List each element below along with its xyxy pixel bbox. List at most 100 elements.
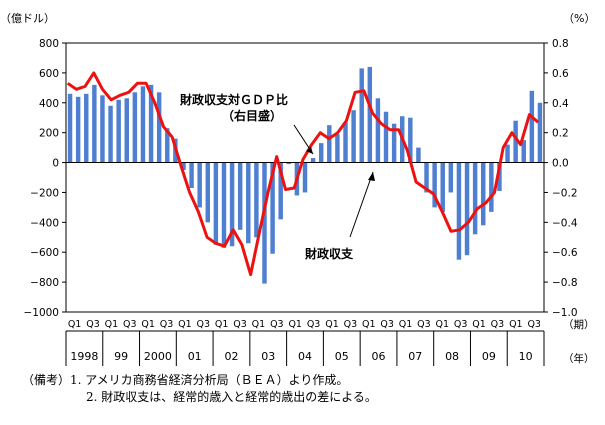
right-tick-label: 0.4 [552, 98, 569, 110]
bar [262, 162, 267, 284]
bar [84, 93, 89, 163]
left-axis-unit: （億ドル） [0, 12, 55, 25]
bar [189, 162, 194, 188]
bar [424, 162, 429, 193]
bar [302, 162, 308, 193]
bar [335, 134, 340, 163]
right-tick-label: −0.8 [552, 277, 578, 289]
bar [408, 117, 413, 163]
bar [132, 92, 138, 163]
annotation-balance: 財政収支 [304, 246, 354, 261]
bar [456, 162, 462, 260]
left-tick-label: 200 [39, 128, 59, 140]
left-tick-label: −200 [30, 187, 59, 199]
bar [497, 162, 502, 191]
right-axis: 0.8 0.6 0.4 0.2 0.0 −0.2 −0.4 −0.6 −0.8 −1.0 [544, 38, 578, 319]
bar [351, 110, 356, 163]
quarter-tick-q1: Q1 [68, 319, 82, 330]
year-label: 07 [408, 350, 422, 363]
left-tick-label: 0 [52, 158, 59, 170]
bar [148, 84, 154, 163]
notes: （備考）1. アメリカ商務省経済分析局（ＢＥＡ）より作成。 2. 財政収支は、経… [22, 372, 377, 406]
bar [286, 162, 292, 165]
right-axis-unit: （%） [563, 12, 595, 25]
quarter-tick-q1: Q1 [436, 319, 450, 330]
year-label: 10 [519, 350, 533, 363]
left-tick-label: −400 [30, 217, 59, 229]
note-1: （備考）1. アメリカ商務省経済分析局（ＢＥＡ）より作成。 [22, 373, 349, 387]
quarter-tick-q1: Q1 [252, 319, 266, 330]
year-label: 04 [298, 350, 312, 363]
year-label: 99 [114, 350, 128, 363]
bar [432, 162, 437, 208]
bar [310, 158, 316, 163]
bar [100, 95, 105, 163]
quarter-tick-q3: Q3 [233, 319, 247, 330]
year-label: 1998 [70, 350, 98, 363]
left-tick-label: −600 [30, 247, 59, 259]
period-axis-label: （期） [563, 319, 595, 331]
quarter-tick-q1: Q1 [288, 319, 302, 330]
year-label: 03 [261, 350, 275, 363]
bar [165, 128, 170, 163]
quarter-tick-q3: Q3 [307, 319, 321, 330]
bar [481, 162, 486, 226]
bar [156, 92, 162, 163]
bar [448, 162, 454, 193]
bar [270, 162, 275, 254]
quarter-tick-q1: Q1 [105, 319, 119, 330]
bar [521, 140, 526, 163]
right-tick-label: −1.0 [552, 307, 578, 319]
year-axis-label: （年） [563, 352, 595, 365]
bar [464, 162, 470, 256]
bar [391, 123, 397, 163]
bar [318, 143, 324, 163]
right-tick-label: 0.2 [552, 128, 569, 140]
quarter-tick-q3: Q3 [270, 319, 284, 330]
plot-frame [65, 42, 545, 313]
annotation-balance-arrow [349, 171, 374, 238]
left-tick-label: −800 [30, 277, 59, 289]
quarter-tick-q3: Q3 [417, 319, 431, 330]
left-tick-label: −1000 [23, 307, 59, 319]
annotation-balance-arrowhead [368, 172, 375, 181]
bar [221, 162, 227, 248]
bar [124, 98, 129, 163]
bar [205, 162, 211, 223]
quarter-tick-q1: Q1 [399, 319, 413, 330]
bar [513, 120, 518, 163]
year-label: 06 [372, 350, 386, 363]
right-tick-label: −0.6 [552, 247, 578, 259]
note-2: 2. 財政収支は、経常的歳入と経常的歳出の差による。 [86, 390, 377, 404]
year-label: 05 [335, 350, 349, 363]
bar [67, 93, 73, 163]
bar [505, 144, 510, 163]
quarter-tick-q3: Q3 [380, 319, 394, 330]
annotation-gdp-ratio-line1: 財政収支対ＧＤＰ比 [179, 92, 288, 107]
bar [375, 98, 381, 163]
quarter-tick-q1: Q1 [141, 319, 155, 330]
bar [229, 162, 235, 247]
bar [416, 147, 421, 163]
quarter-tick-q3: Q3 [491, 319, 505, 330]
quarter-tick-q3: Q3 [160, 319, 174, 330]
bar [367, 66, 373, 163]
year-label: 09 [482, 350, 496, 363]
bar [75, 96, 81, 163]
left-tick-label: 600 [39, 68, 59, 80]
bar [359, 68, 364, 163]
quarter-tick-q3: Q3 [527, 319, 541, 330]
line-series [66, 71, 540, 277]
right-tick-label: −0.4 [552, 217, 578, 229]
left-tick-label: 400 [39, 98, 59, 110]
quarter-tick-q3: Q3 [344, 319, 358, 330]
gdp-ratio-line [66, 71, 540, 277]
bar [440, 162, 445, 212]
quarter-tick-q1: Q1 [362, 319, 376, 330]
right-tick-label: −0.2 [552, 187, 578, 199]
chart: （億ドル） （%） 8006004002000−200−400−600−800−… [0, 12, 595, 366]
quarter-tick-q3: Q3 [86, 319, 100, 330]
bar [529, 90, 535, 163]
bar [278, 162, 283, 220]
bar [197, 162, 202, 208]
